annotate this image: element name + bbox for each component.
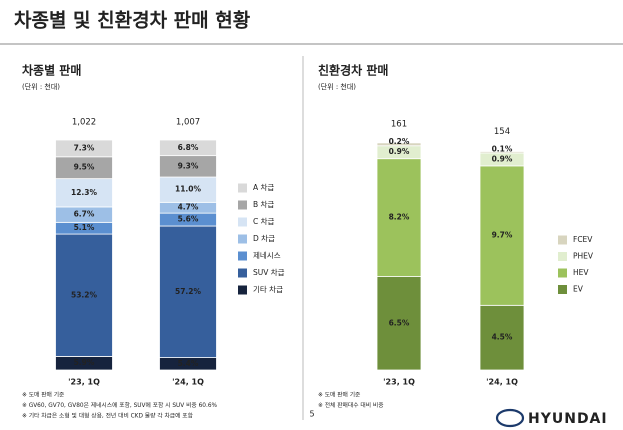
value-label: 9.7% <box>492 231 513 240</box>
bar-segment <box>159 139 217 157</box>
x-tick-label: '24, 1Q <box>486 378 518 387</box>
legend-label: C 차급 <box>253 217 275 226</box>
value-label: 4.5% <box>492 333 513 342</box>
logo-text: HYUNDAI <box>528 411 608 427</box>
unit-label: (단위 : 천대) <box>318 82 356 91</box>
bar-segment <box>376 142 422 147</box>
value-label: 5.9% <box>74 358 95 367</box>
value-label: 7.3% <box>74 143 95 152</box>
chart-title: 차종별 판매 <box>22 63 81 78</box>
bar-segment <box>159 176 217 203</box>
value-label: 9.5% <box>74 163 95 172</box>
bar-segment <box>55 139 113 158</box>
total-label: 161 <box>391 120 407 130</box>
legend-swatch <box>558 285 567 294</box>
value-label: 53.2% <box>71 290 98 299</box>
legend-swatch <box>558 268 567 278</box>
footnote: ※ 기타 차급은 소형 및 대형 상용, 전년 대비 CKD 물량 각 차급에 … <box>22 412 194 420</box>
total-label: 1,007 <box>176 118 200 128</box>
legend-swatch <box>238 200 247 210</box>
legend-swatch <box>238 285 247 295</box>
value-label: 8.2% <box>389 213 410 222</box>
legend-label: SUV 차급 <box>253 268 285 277</box>
value-label: 6.5% <box>389 318 410 327</box>
footnote: ※ 도매 판매 기준 <box>318 391 361 399</box>
value-label: 11.0% <box>175 185 202 194</box>
unit-label: (단위 : 천대) <box>22 82 60 91</box>
value-label: 57.2% <box>175 287 202 296</box>
value-label: 4.7% <box>178 203 199 212</box>
value-label: 0.2% <box>389 137 410 146</box>
legend-label: 기타 차급 <box>253 285 283 294</box>
legend-label: HEV <box>573 268 589 277</box>
page-number: 5 <box>309 410 314 419</box>
logo: HYUNDAI <box>495 408 608 428</box>
bar-segment <box>55 178 113 208</box>
x-tick-label: '24, 1Q <box>172 378 204 387</box>
legend-label: D 차급 <box>253 234 275 243</box>
page-title: 차종별 및 친환경차 판매 현황 <box>14 9 251 32</box>
legend-label: 제네시스 <box>253 251 281 260</box>
legend-label: FCEV <box>573 235 593 244</box>
chart-title: 친환경차 판매 <box>318 63 388 78</box>
value-label: 9.3% <box>178 161 199 170</box>
value-label: 5.1% <box>74 223 95 232</box>
value-label: 0.9% <box>492 154 513 163</box>
legend-label: EV <box>573 285 584 294</box>
legend-label: A 차급 <box>253 183 274 192</box>
legend-swatch <box>238 217 247 227</box>
x-tick-label: '23, 1Q <box>68 378 100 387</box>
logo-mark <box>495 408 525 428</box>
bar-segment <box>55 233 113 357</box>
footnote: ※ GV60, GV70, GV80은 제네시스에 포함, SUV에 포함 시 … <box>22 401 218 409</box>
footnote: ※ 전체 판매대수 대비 비중 <box>318 401 384 409</box>
legend-swatch <box>238 234 247 244</box>
value-label: 0.1% <box>492 144 513 153</box>
legend-label: PHEV <box>573 252 594 261</box>
legend-swatch <box>238 268 247 278</box>
value-label: 6.7% <box>74 210 95 219</box>
total-label: 154 <box>494 127 510 137</box>
value-label: 6.8% <box>178 143 199 152</box>
legend-label: B 차급 <box>253 200 274 209</box>
footnote: ※ 도매 판매 기준 <box>22 391 65 399</box>
legend-swatch <box>238 183 247 193</box>
x-tick-label: '23, 1Q <box>383 378 415 387</box>
bar-segment <box>159 225 217 358</box>
bar-segment <box>479 151 525 154</box>
value-label: 12.3% <box>71 188 98 197</box>
value-label: 5.4% <box>178 359 199 368</box>
legend-swatch <box>558 235 567 245</box>
value-label: 0.9% <box>389 147 410 156</box>
total-label: 1,022 <box>72 118 96 128</box>
bar-segment <box>479 304 525 371</box>
bar-segment <box>376 158 422 277</box>
value-label: 5.6% <box>178 215 199 224</box>
legend-swatch <box>238 251 247 261</box>
legend-swatch <box>558 252 567 261</box>
